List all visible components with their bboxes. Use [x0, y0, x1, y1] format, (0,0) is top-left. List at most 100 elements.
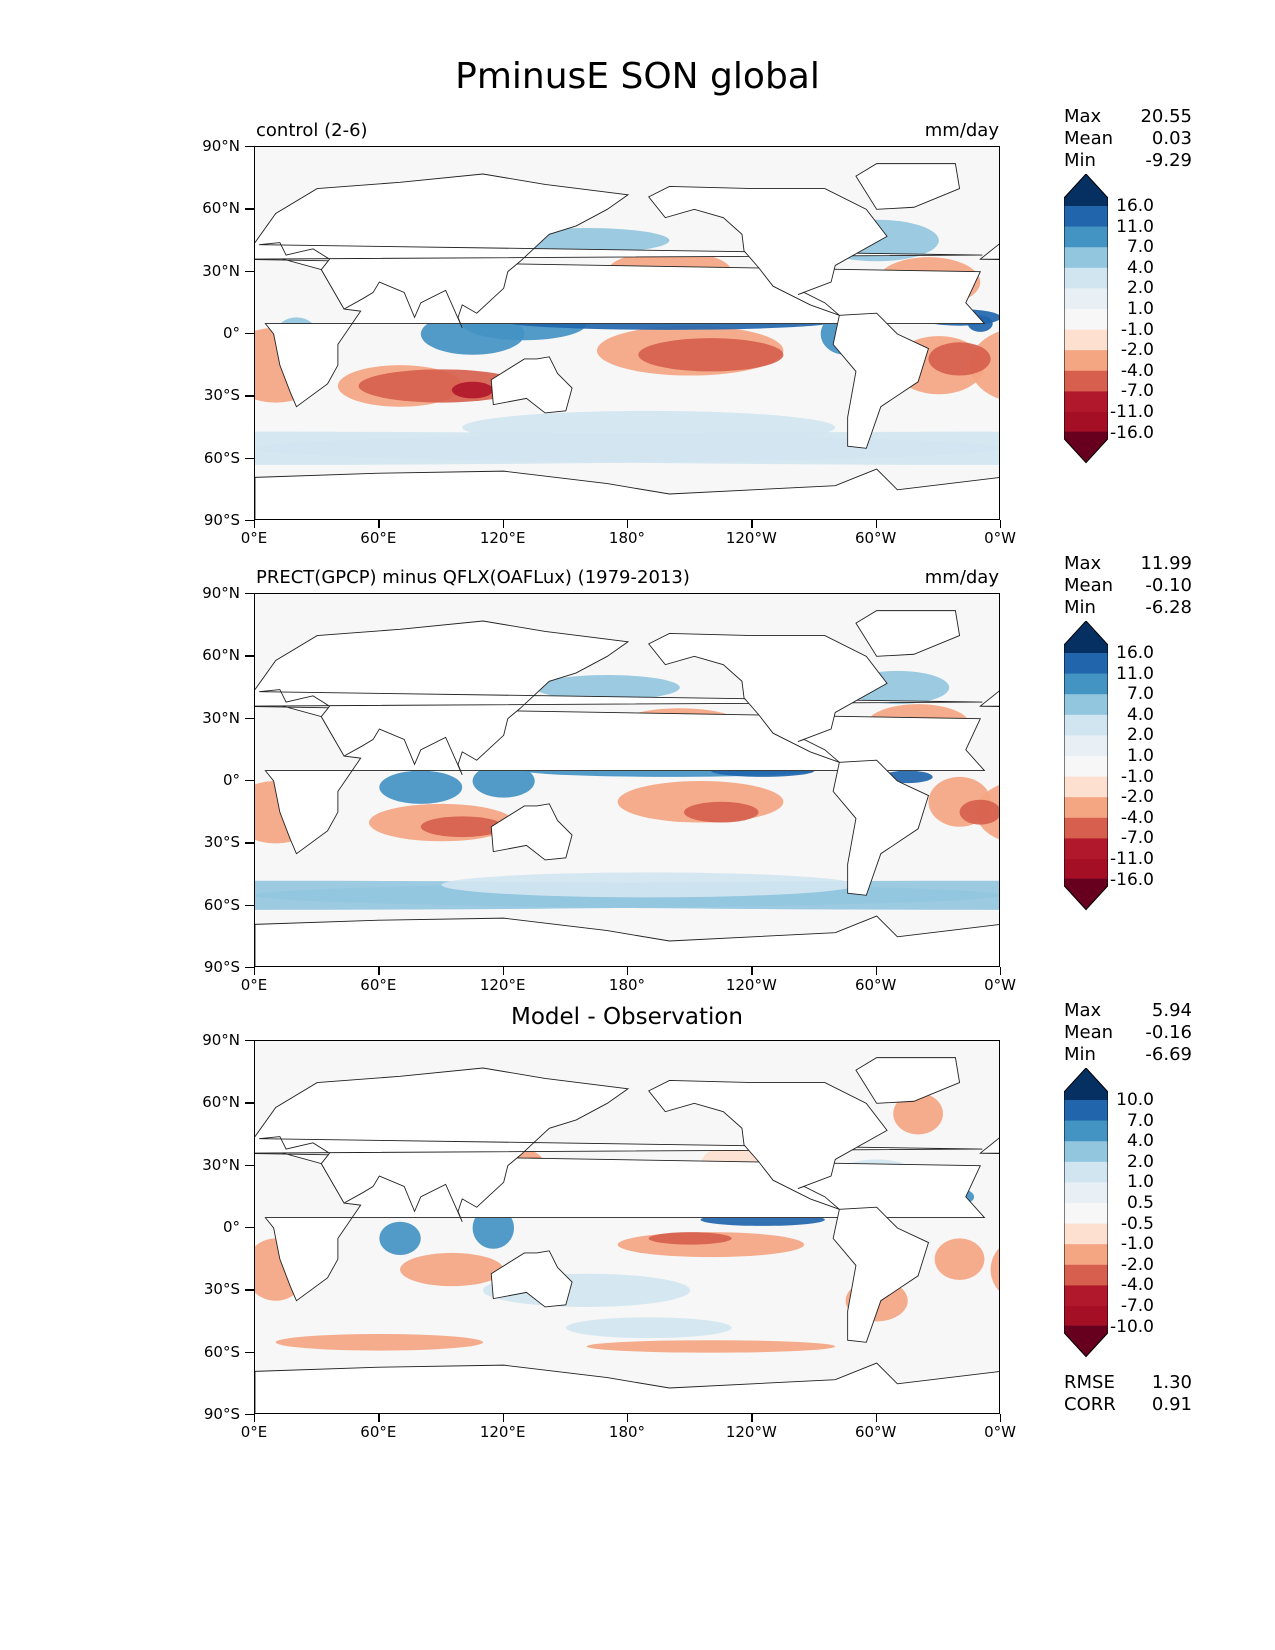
field-contour-blob: [928, 342, 991, 376]
x-tick-label: 60°E: [360, 1423, 397, 1441]
stat-row: Min -9.29: [1064, 150, 1192, 172]
y-tick-label: 90°N: [202, 1031, 240, 1049]
colorbar-segment: [1064, 817, 1108, 839]
field-contour-blob: [451, 381, 494, 399]
x-tick-mark: [254, 967, 256, 975]
y-tick-label: 30°N: [202, 1155, 240, 1174]
x-tick-label: 0°E: [240, 976, 268, 994]
x-tick-mark: [502, 1414, 504, 1422]
colorbar-top-extension: [1064, 1068, 1108, 1100]
x-tick-mark: [627, 1414, 629, 1422]
colorbar-segment: [1064, 1141, 1108, 1163]
x-tick-label: 0°E: [240, 529, 268, 547]
colorbar-level-label: -2.0: [1120, 340, 1154, 361]
stat-label: Max: [1064, 106, 1102, 127]
colorbar-level-label: -7.0: [1120, 381, 1154, 402]
land-samerica: [832, 312, 930, 449]
stat-value: 1.30: [1151, 1372, 1192, 1393]
y-tick-label: 90°S: [203, 1405, 240, 1423]
stat-value: -9.29: [1145, 150, 1192, 171]
y-tick-mark: [245, 1289, 254, 1291]
stat-label: CORR: [1064, 1394, 1116, 1415]
x-tick-label: 0°E: [240, 1423, 268, 1441]
y-tick-mark: [245, 395, 254, 397]
y-tick-mark: [245, 146, 254, 148]
stats-block: Max 20.55 Mean 0.03 Min -9.29: [1064, 106, 1192, 172]
x-tick-label: 120°W: [725, 1423, 777, 1441]
stat-value: 5.94: [1151, 1000, 1192, 1021]
map-svg: [255, 1041, 999, 1413]
x-tick-mark: [254, 520, 256, 528]
panel-left-title: control (2-6): [256, 120, 368, 141]
colorbar-segment: [1064, 756, 1108, 778]
stat-label: Max: [1064, 1000, 1102, 1021]
colorbar: [1064, 621, 1108, 911]
y-tick-label: 30°N: [202, 261, 240, 280]
field-contour-blob: [683, 801, 759, 823]
x-tick-label: 180°: [608, 529, 646, 547]
stat-label: Min: [1064, 597, 1096, 618]
colorbar-level-label: -2.0: [1120, 787, 1154, 808]
land-australia: [490, 1250, 573, 1308]
colorbar-level-label: -4.0: [1120, 360, 1154, 381]
colorbar-segment: [1064, 1120, 1108, 1142]
map-plot-area: [254, 146, 1000, 520]
stat-value: -6.28: [1145, 597, 1192, 618]
colorbar-level-label: 10.0: [1116, 1090, 1154, 1110]
y-tick-label: 0°: [222, 771, 240, 789]
land-antarctica: [255, 1362, 999, 1413]
colorbar-segment: [1064, 859, 1108, 881]
stat-label: Mean: [1064, 128, 1114, 149]
stat-value: 11.99: [1140, 553, 1192, 574]
x-tick-label: 120°E: [479, 1423, 526, 1441]
x-tick-label: 0°W: [984, 529, 1016, 547]
y-tick-label: 90°N: [202, 584, 240, 602]
stat-value: 20.55: [1140, 106, 1192, 127]
colorbar-level-label: -0.5: [1120, 1213, 1154, 1234]
land-namerica: [648, 1080, 888, 1210]
colorbar-level-label: -16.0: [1110, 422, 1154, 443]
colorbar-level-label: -4.0: [1120, 1275, 1154, 1296]
colorbar-level-label: -11.0: [1110, 402, 1154, 422]
land-eurasia: [978, 1137, 999, 1154]
colorbar-level-label: 16.0: [1116, 196, 1154, 216]
land-eurasia: [255, 173, 983, 328]
land-australia: [490, 803, 573, 861]
y-tick-mark: [245, 1164, 254, 1166]
y-tick-label: 60°S: [203, 1342, 240, 1361]
colorbar-segment: [1064, 1161, 1108, 1183]
stat-value: 0.03: [1151, 128, 1192, 149]
land-namerica: [648, 633, 888, 763]
land-greenland: [855, 1057, 961, 1104]
x-tick-label: 120°E: [479, 529, 526, 547]
field-contour-blob: [379, 770, 463, 804]
x-tick-label: 180°: [608, 1423, 646, 1441]
error-stats-block: RMSE 1.30 CORR 0.91: [1064, 1372, 1192, 1416]
field-contour-blob: [255, 431, 999, 465]
colorbar-level-label: -2.0: [1120, 1254, 1154, 1275]
field-contour-blob: [400, 1252, 504, 1287]
colorbar-level-label: -11.0: [1110, 849, 1154, 869]
colorbar-segment: [1064, 1100, 1108, 1122]
y-tick-mark: [245, 780, 254, 782]
stat-row: Min -6.69: [1064, 1044, 1192, 1066]
x-tick-mark: [502, 520, 504, 528]
colorbar: [1064, 174, 1108, 464]
colorbar-segment: [1064, 267, 1108, 289]
x-tick-mark: [751, 967, 753, 975]
x-tick-label: 0°W: [984, 1423, 1016, 1441]
land-australia: [490, 356, 573, 414]
panel-center-title: Model - Observation: [510, 1004, 744, 1030]
field-contour-blob: [379, 1221, 421, 1256]
field-contour-blob: [990, 1248, 999, 1291]
y-tick-label: 60°S: [203, 448, 240, 467]
y-tick-label: 30°S: [203, 833, 240, 852]
stat-row: CORR 0.91: [1064, 1394, 1192, 1416]
colorbar-level-label: 4.0: [1126, 704, 1154, 725]
land-namerica: [648, 186, 888, 316]
y-tick-label: 0°: [222, 324, 240, 342]
colorbar-segment: [1064, 329, 1108, 351]
colorbar-level-label: 7.0: [1126, 237, 1154, 258]
x-tick-mark: [1000, 967, 1002, 975]
stats-block: Max 11.99 Mean -0.10 Min -6.28: [1064, 553, 1192, 619]
